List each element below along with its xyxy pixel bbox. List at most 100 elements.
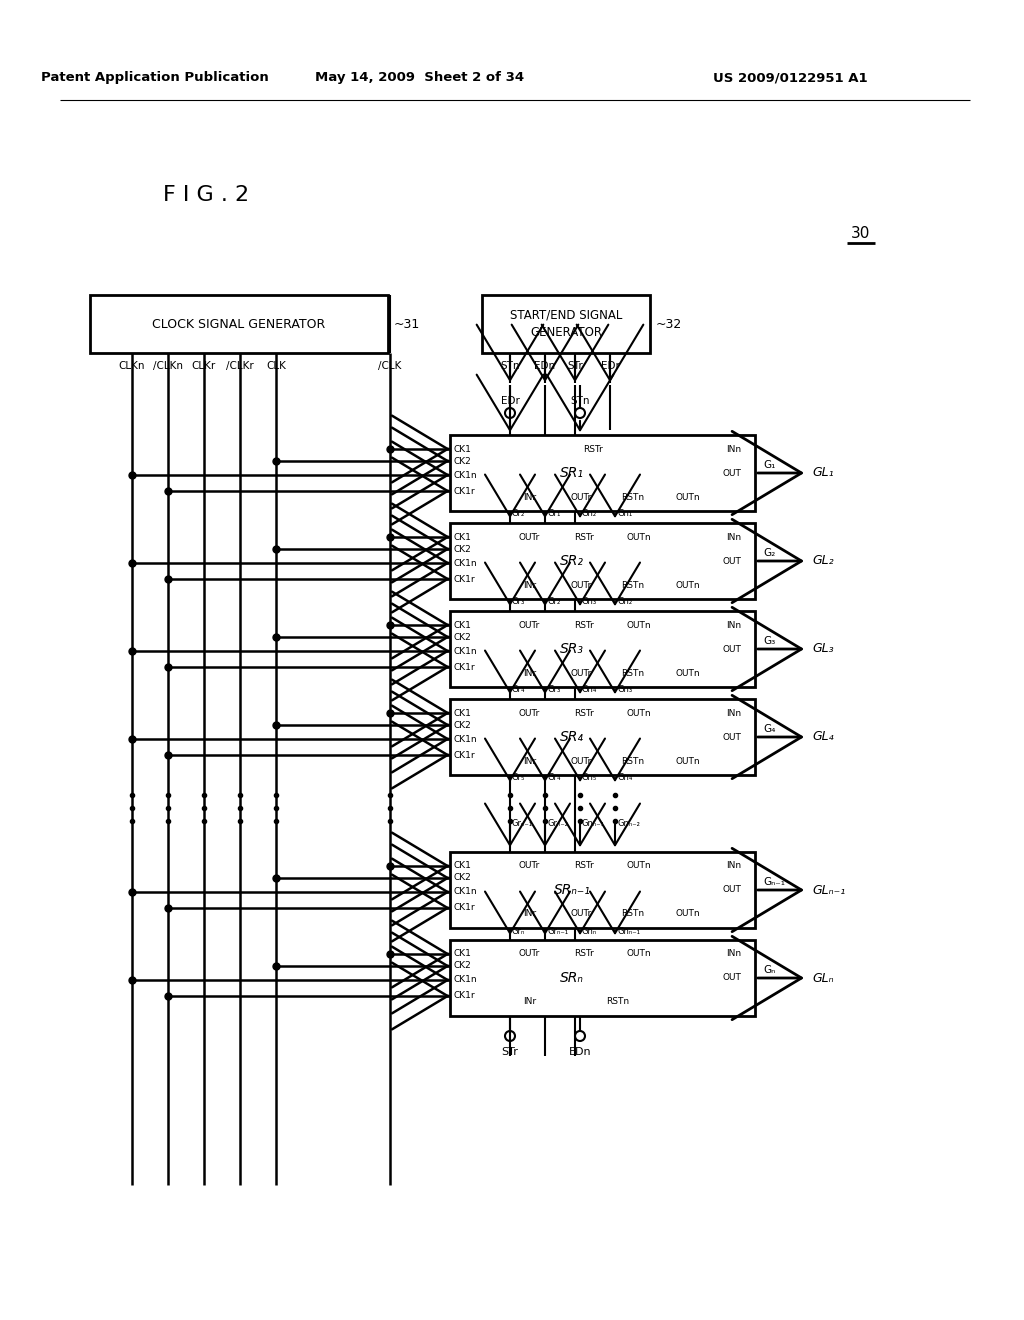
Text: EDn: EDn: [568, 1047, 591, 1057]
Text: EDn: EDn: [535, 360, 556, 371]
Text: Gr₂: Gr₂: [547, 598, 560, 606]
Text: RSTn: RSTn: [606, 998, 630, 1006]
Text: OUT: OUT: [722, 469, 741, 478]
Text: Gnₙ₋₁: Gnₙ₋₁: [582, 818, 605, 828]
Text: STn: STn: [570, 396, 590, 407]
Text: OUTr: OUTr: [519, 620, 540, 630]
Text: OUTr: OUTr: [519, 862, 540, 870]
Text: Gr₄: Gr₄: [512, 685, 525, 694]
Bar: [450, 940, 755, 1016]
Text: May 14, 2009  Sheet 2 of 34: May 14, 2009 Sheet 2 of 34: [315, 71, 524, 84]
Bar: [90, 294, 388, 352]
Text: Patent Application Publication: Patent Application Publication: [41, 71, 269, 84]
Text: CK1r: CK1r: [453, 751, 475, 759]
Text: OUTr: OUTr: [519, 532, 540, 541]
Text: OUTn: OUTn: [627, 949, 651, 958]
Text: OUTn: OUTn: [676, 756, 700, 766]
Text: CLKr: CLKr: [191, 360, 216, 371]
Text: CK1n: CK1n: [453, 470, 476, 479]
Text: CK1: CK1: [453, 445, 471, 454]
Text: RSTr: RSTr: [574, 709, 594, 718]
Text: Gn₃: Gn₃: [617, 685, 632, 694]
Text: G₃: G₃: [763, 636, 775, 645]
Text: CK2: CK2: [453, 721, 471, 730]
Text: Gr₃: Gr₃: [512, 598, 525, 606]
Text: INr: INr: [522, 492, 536, 502]
Text: GL₃: GL₃: [812, 643, 834, 656]
Text: OUT: OUT: [722, 886, 741, 895]
Text: CK1r: CK1r: [453, 487, 475, 495]
Text: Grₙ₋₁: Grₙ₋₁: [512, 818, 534, 828]
Text: Gn₅: Gn₅: [582, 774, 597, 783]
Bar: [450, 700, 755, 775]
Text: Gn₃: Gn₃: [582, 598, 597, 606]
Text: RSTn: RSTn: [622, 909, 644, 919]
Text: CK1: CK1: [453, 532, 471, 541]
Text: G₁: G₁: [763, 459, 775, 470]
Text: G₂: G₂: [763, 548, 775, 558]
Text: Gr₃: Gr₃: [547, 685, 560, 694]
Text: US 2009/0122951 A1: US 2009/0122951 A1: [713, 71, 867, 84]
Text: Gnₙ: Gnₙ: [582, 927, 597, 936]
Text: CK2: CK2: [453, 874, 471, 883]
Text: GLₙ: GLₙ: [812, 972, 834, 985]
Bar: [482, 294, 650, 352]
Text: CK1: CK1: [453, 620, 471, 630]
Text: CK2: CK2: [453, 961, 471, 970]
Text: GL₄: GL₄: [812, 730, 834, 743]
Text: CK1n: CK1n: [453, 975, 476, 985]
Text: GL₁: GL₁: [812, 466, 834, 479]
Text: CK1n: CK1n: [453, 558, 476, 568]
Text: INn: INn: [726, 862, 741, 870]
Text: SRₙ₋₁: SRₙ₋₁: [554, 883, 591, 898]
Bar: [450, 611, 755, 686]
Text: SR₁: SR₁: [560, 466, 584, 480]
Text: INn: INn: [726, 445, 741, 454]
Text: GENERATOR: GENERATOR: [530, 326, 602, 339]
Text: OUTr: OUTr: [570, 668, 592, 677]
Text: CK1r: CK1r: [453, 663, 475, 672]
Text: OUTn: OUTn: [627, 709, 651, 718]
Text: CK1: CK1: [453, 862, 471, 870]
Text: F I G . 2: F I G . 2: [163, 185, 249, 205]
Text: Gr₄: Gr₄: [547, 774, 560, 783]
Text: Gr₅: Gr₅: [512, 774, 525, 783]
Text: RSTr: RSTr: [574, 949, 594, 958]
Bar: [450, 436, 755, 511]
Text: SRₙ: SRₙ: [560, 972, 584, 985]
Text: RSTr: RSTr: [574, 620, 594, 630]
Text: CK1n: CK1n: [453, 734, 476, 743]
Bar: [450, 523, 755, 599]
Text: /CLK: /CLK: [378, 360, 401, 371]
Text: CLKn: CLKn: [119, 360, 145, 371]
Text: OUTn: OUTn: [676, 668, 700, 677]
Text: OUTr: OUTr: [570, 492, 592, 502]
Text: ~31: ~31: [394, 318, 420, 330]
Text: STn: STn: [501, 360, 520, 371]
Text: CK2: CK2: [453, 632, 471, 642]
Text: G₄: G₄: [763, 723, 775, 734]
Text: CK1n: CK1n: [453, 647, 476, 656]
Text: Gn₂: Gn₂: [617, 598, 632, 606]
Text: OUTr: OUTr: [570, 581, 592, 590]
Text: GLₙ₋₁: GLₙ₋₁: [812, 883, 845, 896]
Text: CK2: CK2: [453, 544, 471, 553]
Text: INr: INr: [522, 668, 536, 677]
Text: Gn₄: Gn₄: [582, 685, 597, 694]
Text: START/END SIGNAL: START/END SIGNAL: [510, 309, 623, 322]
Text: CK1r: CK1r: [453, 991, 475, 1001]
Text: EDr: EDr: [501, 396, 519, 407]
Text: INn: INn: [726, 532, 741, 541]
Text: CK1r: CK1r: [453, 903, 475, 912]
Text: STr: STr: [567, 360, 583, 371]
Text: Gr₁: Gr₁: [547, 510, 560, 519]
Text: SR₄: SR₄: [560, 730, 584, 744]
Text: OUTn: OUTn: [627, 620, 651, 630]
Text: CK1n: CK1n: [453, 887, 476, 896]
Text: Gn₄: Gn₄: [617, 774, 633, 783]
Text: OUT: OUT: [722, 974, 741, 982]
Text: STr: STr: [502, 1047, 518, 1057]
Text: INr: INr: [522, 581, 536, 590]
Text: Gn₁: Gn₁: [617, 510, 632, 519]
Text: OUTn: OUTn: [627, 862, 651, 870]
